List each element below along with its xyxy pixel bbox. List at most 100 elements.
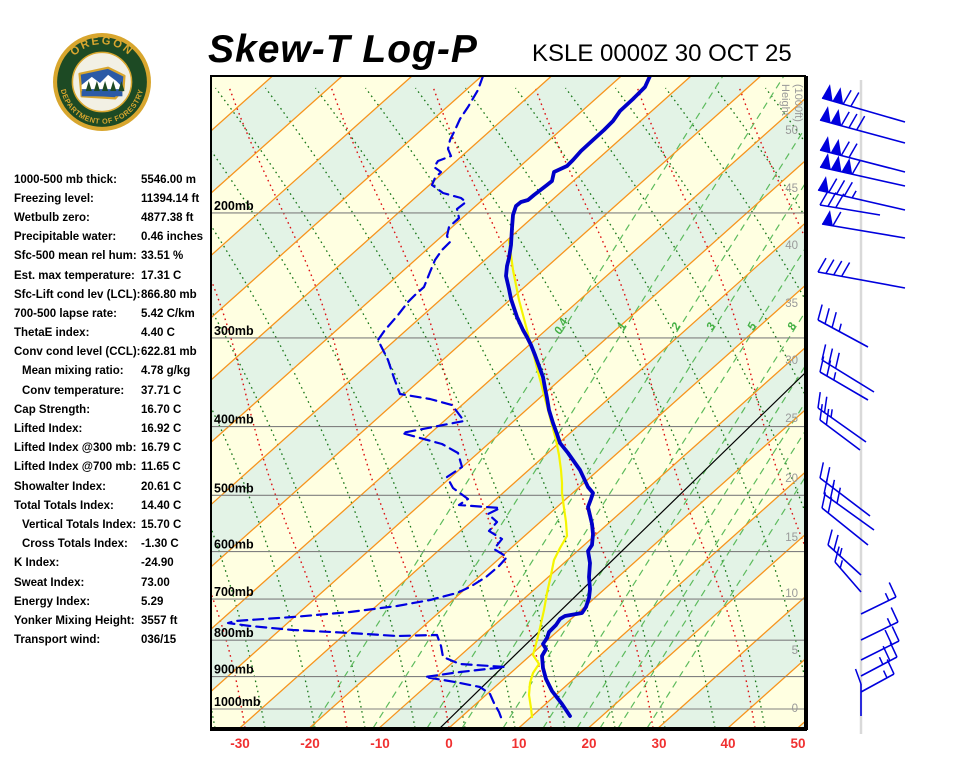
barb-full-tick [823, 478, 829, 495]
stat-label: 700-500 lapse rate: [14, 307, 117, 320]
isotherm-line [239, 222, 805, 728]
mixing-ratio-label: 1 [616, 321, 630, 332]
temp-tick-label: 50 [790, 736, 805, 751]
wind-barb [860, 626, 900, 661]
barb-full-tick [840, 262, 851, 277]
stat-label: Conv temperature: [22, 384, 125, 397]
pressure-labels: 200mb 300mb 400mb 500mb 600mb 700mb 800mb 900mb… [214, 199, 261, 709]
stat-value: 622.81 mb [141, 346, 197, 359]
barb-full-tick [828, 178, 838, 193]
pressure-label: 700mb [214, 585, 254, 599]
dry-adiabat-line [738, 87, 805, 240]
height-tick-label: 45 [785, 183, 798, 195]
temp-tick-label: -10 [370, 736, 390, 751]
barb-full-tick [827, 497, 833, 514]
stat-value: 16.92 C [141, 423, 182, 436]
barb-full-tick [817, 392, 821, 409]
wind-barb [834, 546, 862, 593]
dry-adiabat-line [943, 88, 960, 728]
barb-half-tick [830, 409, 833, 418]
wind-barb [817, 392, 867, 443]
moist-adiabat-line [464, 87, 766, 728]
stat-value: 4.40 C [141, 327, 175, 340]
height-tick-label: 35 [785, 298, 798, 310]
barb-full-tick [834, 546, 840, 563]
stat-label: Lifted Index: [14, 423, 83, 436]
barb-full-tick [891, 626, 900, 642]
pressure-label: 900mb [214, 663, 254, 677]
barb-half-tick [884, 592, 890, 601]
temp-tick-label: -20 [300, 736, 320, 751]
stat-label: Yonker Mixing Height: [14, 614, 135, 627]
barb-staff [821, 223, 906, 239]
stat-value: 3557 ft [141, 614, 178, 627]
stat-label: Vertical Totals Index: [22, 518, 137, 531]
tree-icon [110, 80, 117, 92]
stat-row: Wetbulb zero: 4877.38 ft [14, 208, 209, 227]
stat-row: Mean mixing ratio: 4.78 g/kg [14, 362, 209, 381]
barb-full-tick [817, 304, 823, 321]
mixing-ratio-line [311, 76, 724, 728]
barb-staff [834, 561, 862, 593]
stat-label: Sweat Index: [14, 576, 85, 589]
barb-half-tick [878, 656, 884, 665]
barb-staff [821, 359, 875, 393]
barb-full-tick [854, 668, 862, 685]
temp-band [797, 721, 805, 728]
barb-staff [819, 419, 861, 451]
mixing-ratio-label: 3 [705, 320, 719, 332]
wind-barb [860, 642, 898, 677]
mixing-ratio-line [502, 247, 805, 728]
barb-full-tick [819, 404, 823, 421]
wetbulb-curve [507, 238, 569, 719]
barb-pennant [820, 153, 831, 170]
stat-row: Precipitable water: 0.46 inches [14, 228, 209, 247]
moist-adiabat-line [614, 87, 805, 397]
stat-label: 1000-500 mb thick: [14, 173, 117, 186]
stat-label: Lifted Index @300 mb: [14, 442, 137, 455]
parcel-line [439, 372, 805, 728]
barb-half-tick [838, 323, 842, 332]
stat-label: ThetaE index: [14, 327, 90, 340]
pressure-label: 500mb [214, 481, 254, 495]
isotherm-line [211, 76, 483, 319]
moist-adiabat-line [815, 88, 960, 728]
temp-band [211, 98, 805, 692]
barb-full-tick [819, 356, 825, 373]
mixing-ratio-label: 5 [746, 320, 760, 332]
barb-staff [827, 544, 862, 576]
barb-full-tick [842, 89, 852, 105]
barb-full-tick [817, 257, 827, 273]
stat-row: Lifted Index: 16.92 C [14, 419, 209, 438]
temp-band [211, 161, 805, 728]
barb-full-tick [848, 143, 858, 158]
stat-row: 1000-500 mb thick: 5546.00 m [14, 170, 209, 189]
stat-value: 15.70 C [141, 518, 182, 531]
barb-pennant [832, 87, 844, 105]
moist-adiabat-line [314, 87, 616, 728]
stat-value: 866.80 mb [141, 288, 197, 301]
moist-adiabat-line [514, 87, 805, 682]
stat-label: Showalter Index: [14, 480, 107, 493]
pressure-lines [211, 212, 805, 710]
barb-full-tick [821, 492, 827, 509]
stat-row: Sfc-500 mean rel hum: 33.51 % [14, 247, 209, 266]
temp-tick-label: 10 [511, 736, 526, 751]
stat-row: ThetaE index: 4.40 C [14, 324, 209, 343]
dry-adiabat-line [211, 277, 348, 728]
barb-staff [860, 596, 897, 615]
barb-half-tick [882, 670, 888, 679]
mixing-ratio-label: 8 [786, 320, 800, 332]
stat-label: Sfc-Lift cond lev (LCL): [14, 288, 141, 301]
stat-row: Sfc-Lift cond lev (LCL): 866.80 mb [14, 285, 209, 304]
stat-label: Energy Index: [14, 595, 91, 608]
barb-pennant [820, 136, 831, 153]
barb-pennant [822, 210, 833, 226]
moist-adiabat-line [414, 87, 716, 728]
barb-full-tick [819, 462, 825, 479]
height-tick-label: 20 [785, 473, 798, 485]
wind-barb [819, 190, 881, 216]
isotherm-line [448, 409, 805, 728]
isotherm-line [211, 76, 762, 568]
barb-full-tick [836, 487, 842, 504]
